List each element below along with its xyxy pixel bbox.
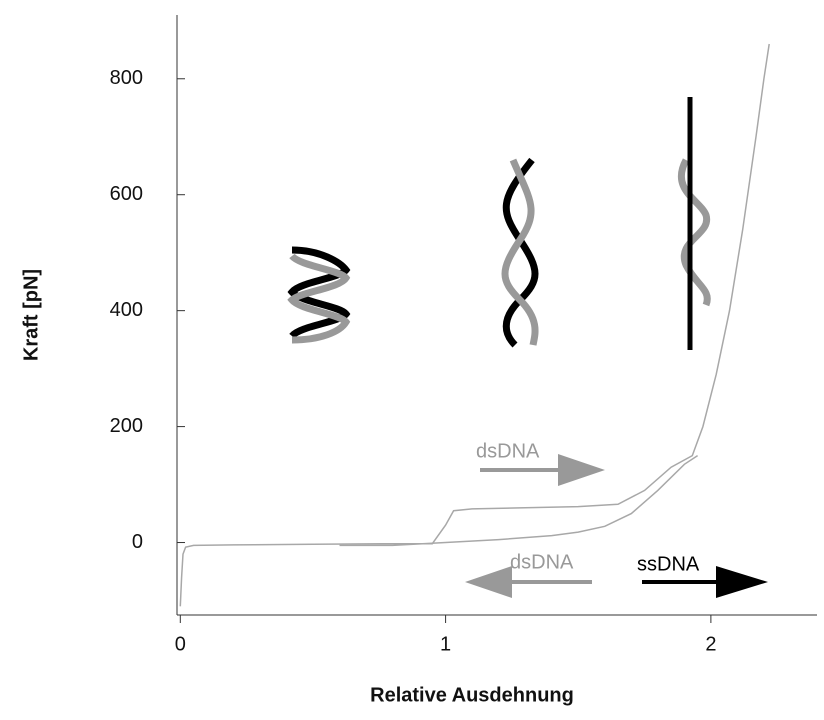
y-tick-label: 200 — [110, 415, 143, 437]
y-tick-label: 800 — [110, 67, 143, 89]
arrows — [465, 454, 768, 598]
helix-strand — [677, 158, 711, 307]
y-tick-label: 400 — [110, 299, 143, 321]
helix-strand — [501, 158, 539, 346]
x-tick-label: 2 — [705, 633, 716, 655]
x-tick-label: 1 — [440, 633, 451, 655]
arrow-head — [558, 454, 605, 486]
y-axis-label: Kraft [pN] — [20, 269, 42, 361]
x-tick-label: 0 — [175, 633, 186, 655]
annotation: dsDNA — [510, 551, 574, 573]
helix-strand — [287, 246, 351, 339]
helix-strand — [502, 157, 539, 348]
annotation: ssDNA — [637, 553, 700, 575]
helix-icons — [287, 97, 711, 350]
data-line — [179, 43, 770, 607]
arrow-head — [465, 566, 512, 598]
arrow-head — [716, 566, 768, 598]
helix-strand — [287, 253, 351, 344]
y-tick-label: 0 — [132, 531, 143, 553]
annotation: dsDNA — [476, 440, 540, 462]
x-axis-label: Relative Ausdehnung — [370, 684, 574, 706]
y-tick-label: 600 — [110, 183, 143, 205]
data-line — [339, 454, 699, 547]
